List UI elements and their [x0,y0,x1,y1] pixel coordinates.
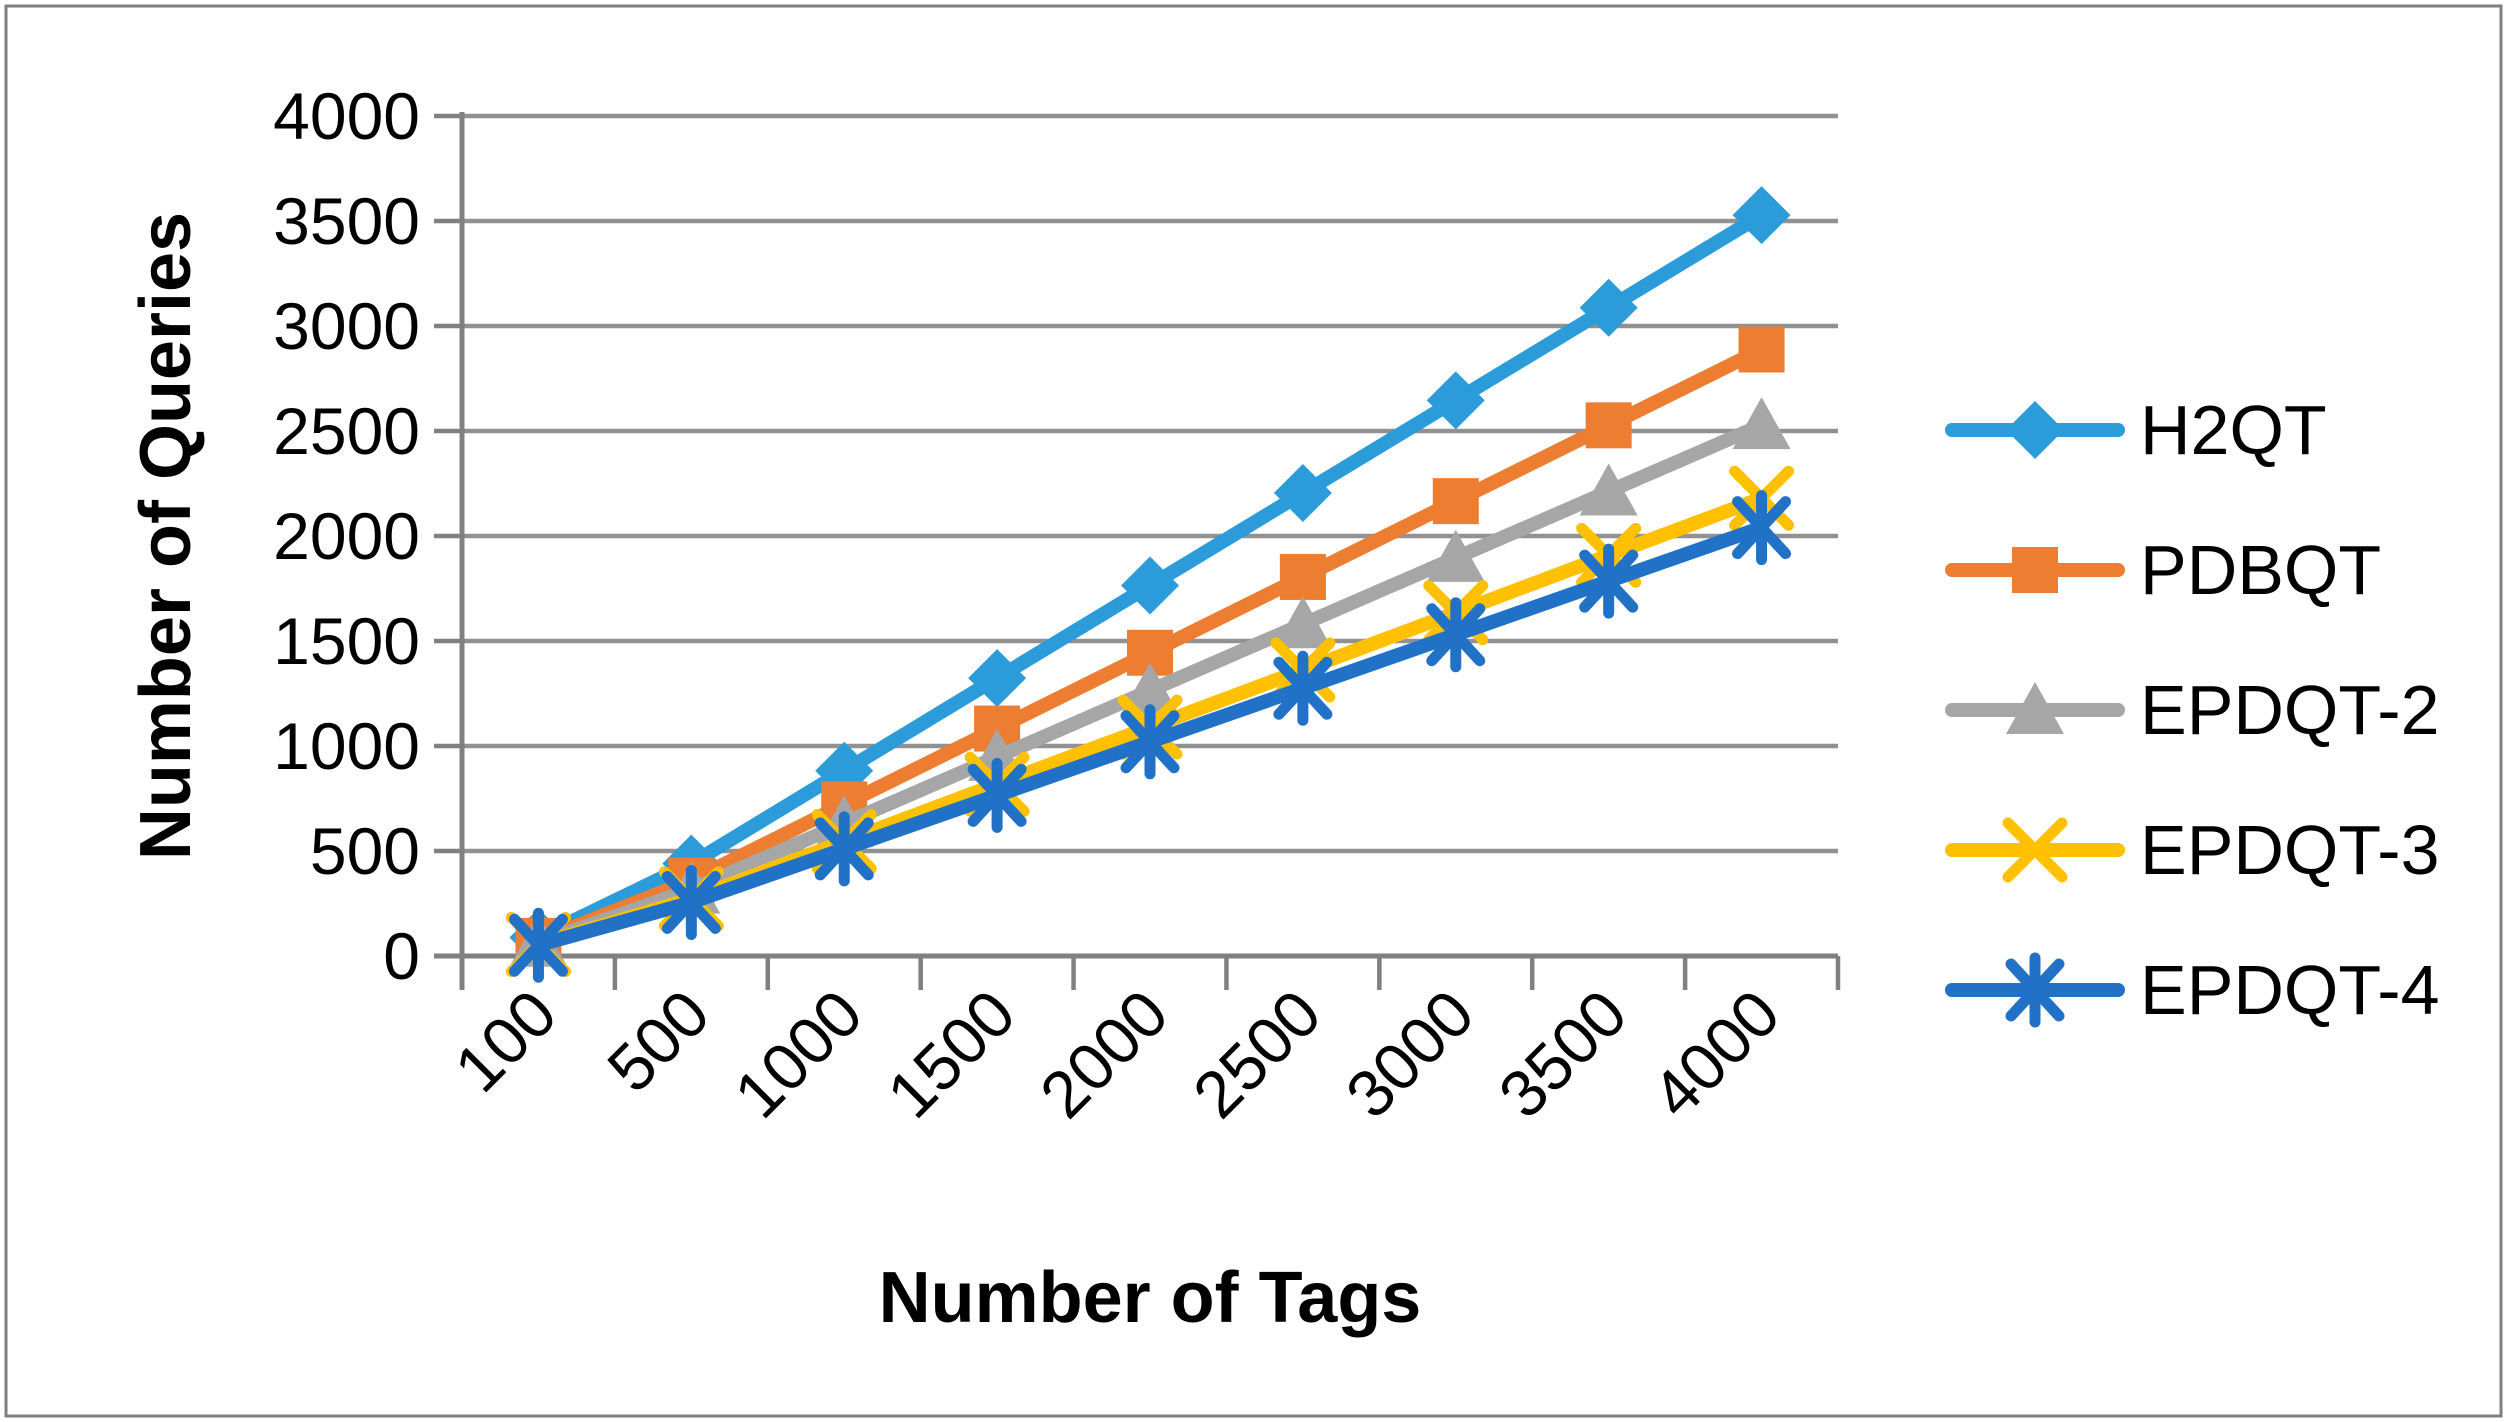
marker-triangle-icon [2006,682,2064,734]
y-tick-label: 2500 [273,394,420,468]
marker-triangle-icon [1273,596,1332,649]
marker-asterisk-icon [1732,490,1792,566]
marker-triangle-icon [1426,529,1485,582]
series-layer [505,186,1795,983]
marker-square-icon [2012,547,2058,593]
y-tick-label: 1500 [273,604,420,678]
y-tick-label: 3500 [273,184,420,258]
marker-asterisk-icon [967,757,1027,833]
series-pdbqt [515,326,1785,964]
y-tick-label: 0 [383,919,420,993]
legend-label: PDBQT [2140,531,2381,609]
marker-diamond-icon [1579,278,1638,337]
legend-item-epdqt-3: EPDQT-3 [1945,811,2440,889]
marker-asterisk-icon [1273,650,1333,726]
y-axis-title: Number of Queries [126,212,206,860]
legend-label: EPDQT-4 [2140,951,2440,1029]
legend-label: EPDQT-2 [2140,671,2440,749]
legend: H2QT PDBQT EPDQT-2 EPDQT-3 EPDQT-4 [1945,391,2440,1029]
legend-item-pdbqt: PDBQT [1945,531,2381,609]
marker-diamond-icon [968,649,1027,708]
marker-diamond-icon [1121,556,1179,615]
marker-x-icon [2002,817,2068,883]
marker-triangle-icon [1579,463,1638,516]
marker-triangle-icon [1121,662,1179,715]
marker-asterisk-icon [2005,952,2065,1028]
y-tick-label: 2000 [273,499,420,573]
marker-diamond-icon [1732,186,1791,245]
axes [434,112,1841,990]
x-axis-title: Number of Tags [879,1258,1422,1338]
marker-square-icon [1432,478,1479,525]
y-axis-tick-labels: 0 500 1000 1500 2000 2500 3000 3500 4000 [273,79,420,993]
marker-asterisk-icon [1426,597,1486,673]
marker-asterisk-icon [814,811,874,887]
y-tick-label: 4000 [273,79,420,153]
series-h2qt [509,186,1791,967]
marker-triangle-icon [1732,397,1791,450]
marker-square-icon [1585,402,1632,449]
marker-asterisk-icon [508,907,568,983]
marker-asterisk-icon [1120,704,1180,780]
legend-item-h2qt: H2QT [1945,391,2327,469]
legend-label: H2QT [2140,391,2327,469]
y-tick-label: 1000 [273,709,420,783]
marker-diamond-icon [1273,463,1332,522]
marker-asterisk-icon [1579,543,1639,619]
y-tick-label: 3000 [273,289,420,363]
marker-square-icon [1738,326,1785,373]
marker-square-icon [1279,553,1326,600]
legend-label: EPDQT-3 [2140,811,2440,889]
marker-diamond-icon [1426,371,1485,430]
legend-item-epdqt-4: EPDQT-4 [1945,951,2440,1029]
series-epdqt-4 [508,490,1792,983]
marker-asterisk-icon [661,864,721,940]
marker-diamond-icon [2006,401,2064,459]
legend-item-epdqt-2: EPDQT-2 [1945,671,2440,749]
y-tick-label: 500 [310,814,420,888]
